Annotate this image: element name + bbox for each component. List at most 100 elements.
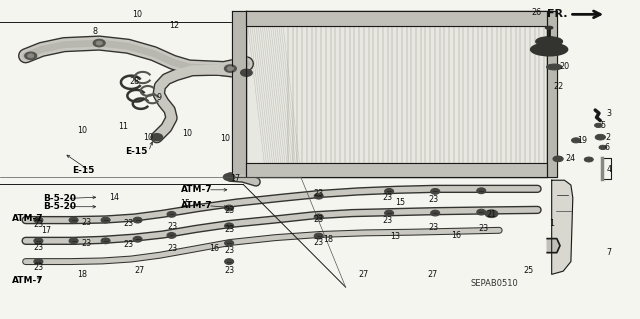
Text: 10: 10 [182, 129, 192, 138]
Polygon shape [547, 11, 557, 177]
Text: ATM-7: ATM-7 [12, 214, 43, 223]
Text: 17: 17 [41, 226, 51, 235]
Text: ATM-7: ATM-7 [12, 276, 43, 285]
Text: 23: 23 [429, 223, 439, 232]
Text: 2: 2 [605, 133, 611, 142]
Ellipse shape [167, 233, 176, 238]
Text: 5: 5 [600, 121, 605, 130]
Ellipse shape [101, 238, 110, 244]
Polygon shape [246, 11, 547, 26]
Ellipse shape [314, 214, 323, 220]
Text: 16: 16 [209, 244, 220, 253]
Text: 20: 20 [559, 63, 570, 71]
Text: 23: 23 [123, 219, 133, 228]
Ellipse shape [34, 238, 43, 244]
Ellipse shape [225, 259, 234, 264]
Text: 13: 13 [390, 232, 401, 241]
Text: 10: 10 [132, 10, 143, 19]
Ellipse shape [28, 54, 34, 58]
Text: 28: 28 [129, 77, 140, 86]
Ellipse shape [133, 236, 142, 242]
Ellipse shape [133, 217, 142, 223]
Text: 17: 17 [230, 174, 241, 182]
Text: 19: 19 [577, 137, 588, 145]
Ellipse shape [34, 259, 43, 264]
Ellipse shape [241, 69, 252, 76]
Ellipse shape [225, 223, 234, 229]
Ellipse shape [151, 134, 163, 141]
Text: 14: 14 [109, 193, 119, 202]
Text: 10: 10 [220, 134, 230, 143]
Polygon shape [246, 11, 547, 177]
Text: 23: 23 [314, 215, 324, 224]
Text: E-15: E-15 [125, 147, 147, 156]
Ellipse shape [69, 217, 78, 223]
Text: B-5-20: B-5-20 [44, 202, 77, 211]
Polygon shape [246, 163, 547, 177]
Text: SEPAB0510: SEPAB0510 [470, 279, 518, 288]
Text: 18: 18 [77, 271, 87, 279]
Text: 23: 23 [314, 238, 324, 247]
Text: 23: 23 [123, 240, 133, 249]
Text: 23: 23 [33, 263, 44, 272]
Text: 6: 6 [604, 143, 609, 152]
Text: 23: 23 [429, 195, 439, 204]
Ellipse shape [385, 189, 394, 194]
Ellipse shape [225, 205, 234, 211]
Polygon shape [232, 11, 246, 177]
Ellipse shape [25, 52, 36, 59]
Ellipse shape [599, 145, 607, 150]
Text: FR.: FR. [547, 9, 568, 19]
Text: 27: 27 [427, 270, 437, 279]
Ellipse shape [101, 217, 110, 223]
Ellipse shape [223, 174, 235, 181]
Text: 23: 23 [314, 189, 324, 198]
Ellipse shape [595, 134, 605, 140]
Text: 23: 23 [33, 220, 44, 229]
Text: 15: 15 [395, 198, 405, 207]
Text: 15: 15 [180, 199, 191, 208]
Text: 23: 23 [382, 193, 392, 202]
Ellipse shape [545, 26, 553, 29]
Ellipse shape [547, 64, 562, 70]
Text: 23: 23 [382, 216, 392, 225]
Ellipse shape [531, 43, 568, 56]
Text: 23: 23 [224, 266, 234, 275]
Text: 10: 10 [143, 133, 154, 142]
Ellipse shape [69, 238, 78, 244]
Text: 26: 26 [531, 8, 541, 17]
Ellipse shape [431, 210, 440, 216]
Ellipse shape [93, 40, 105, 47]
Ellipse shape [584, 157, 593, 162]
Polygon shape [552, 180, 573, 274]
Text: 3: 3 [607, 109, 612, 118]
Ellipse shape [34, 217, 43, 223]
Text: 18: 18 [323, 235, 333, 244]
Text: 8: 8 [92, 27, 97, 36]
Text: 23: 23 [224, 206, 234, 215]
Text: 12: 12 [169, 21, 179, 30]
Text: 7: 7 [607, 248, 612, 256]
Text: 23: 23 [81, 239, 92, 248]
Text: ATM-7: ATM-7 [181, 185, 212, 194]
Ellipse shape [572, 138, 580, 143]
Text: 9: 9 [156, 93, 161, 102]
Text: 23: 23 [168, 244, 178, 253]
Text: B-5-20: B-5-20 [44, 194, 77, 203]
Text: 27: 27 [358, 270, 369, 279]
Text: 21: 21 [486, 210, 497, 219]
Ellipse shape [477, 188, 486, 194]
Ellipse shape [595, 123, 602, 128]
Text: 24: 24 [566, 154, 576, 163]
Text: 27: 27 [134, 266, 145, 275]
Ellipse shape [477, 209, 486, 215]
Text: 23: 23 [81, 218, 92, 227]
Ellipse shape [431, 189, 440, 194]
Text: ATM-7: ATM-7 [181, 201, 212, 210]
Ellipse shape [96, 41, 102, 45]
Text: 23: 23 [168, 222, 178, 231]
Text: 4: 4 [607, 165, 612, 174]
Ellipse shape [225, 240, 234, 246]
Text: 23: 23 [33, 243, 44, 252]
Text: 22: 22 [553, 82, 563, 91]
